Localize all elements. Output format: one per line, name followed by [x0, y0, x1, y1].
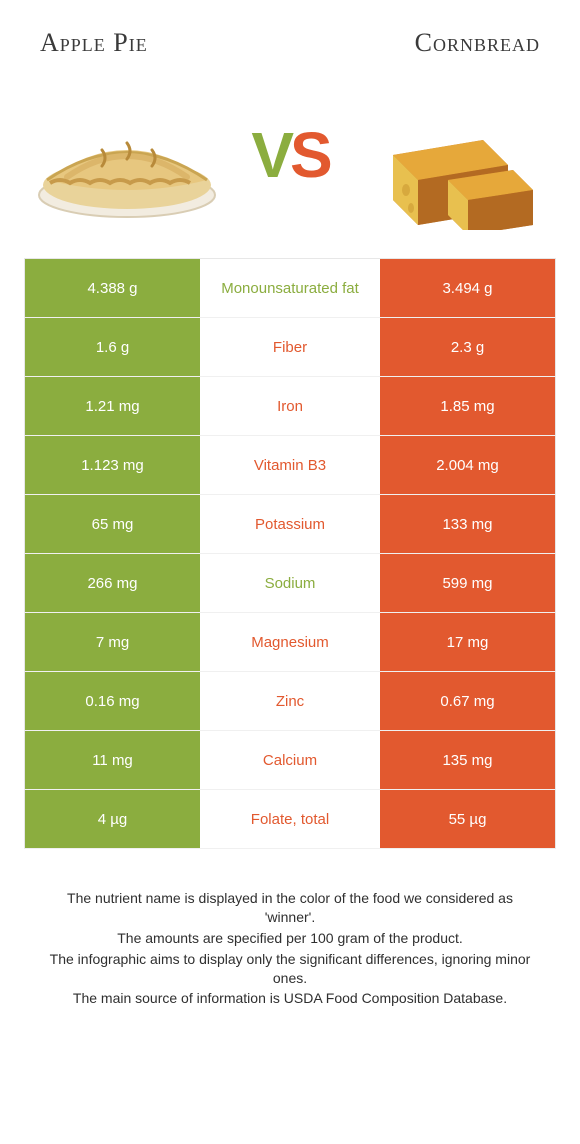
table-row: 0.16 mgZinc0.67 mg: [24, 672, 556, 731]
left-value-cell: 65 mg: [25, 495, 200, 553]
left-value-cell: 4.388 g: [25, 259, 200, 317]
left-value-cell: 1.6 g: [25, 318, 200, 376]
table-row: 4 µgFolate, total55 µg: [24, 790, 556, 849]
vs-v: V: [251, 119, 290, 191]
left-food-title: Apple Pie: [40, 28, 148, 58]
apple-pie-image: [32, 80, 222, 230]
table-row: 1.6 gFiber2.3 g: [24, 318, 556, 377]
nutrient-label-cell: Calcium: [200, 731, 380, 789]
footnote-line: The nutrient name is displayed in the co…: [42, 889, 538, 927]
right-food-title: Cornbread: [415, 28, 540, 58]
left-value-cell: 1.123 mg: [25, 436, 200, 494]
right-value-cell: 3.494 g: [380, 259, 555, 317]
left-value-cell: 1.21 mg: [25, 377, 200, 435]
right-value-cell: 133 mg: [380, 495, 555, 553]
footnote-line: The main source of information is USDA F…: [42, 989, 538, 1008]
table-row: 65 mgPotassium133 mg: [24, 495, 556, 554]
left-value-cell: 11 mg: [25, 731, 200, 789]
nutrient-label-cell: Vitamin B3: [200, 436, 380, 494]
right-value-cell: 2.3 g: [380, 318, 555, 376]
right-value-cell: 2.004 mg: [380, 436, 555, 494]
vs-label: VS: [251, 118, 328, 192]
right-value-cell: 1.85 mg: [380, 377, 555, 435]
header-titles: Apple Pie Cornbread: [24, 28, 556, 80]
table-row: 4.388 gMonounsaturated fat3.494 g: [24, 259, 556, 318]
nutrient-label-cell: Monounsaturated fat: [200, 259, 380, 317]
right-value-cell: 0.67 mg: [380, 672, 555, 730]
nutrient-label-cell: Potassium: [200, 495, 380, 553]
left-value-cell: 266 mg: [25, 554, 200, 612]
nutrient-label-cell: Folate, total: [200, 790, 380, 848]
right-value-cell: 135 mg: [380, 731, 555, 789]
table-row: 11 mgCalcium135 mg: [24, 731, 556, 790]
right-value-cell: 17 mg: [380, 613, 555, 671]
footnotes: The nutrient name is displayed in the co…: [24, 849, 556, 1008]
left-value-cell: 7 mg: [25, 613, 200, 671]
footnote-line: The amounts are specified per 100 gram o…: [42, 929, 538, 948]
right-value-cell: 599 mg: [380, 554, 555, 612]
nutrient-label-cell: Iron: [200, 377, 380, 435]
table-row: 1.123 mgVitamin B32.004 mg: [24, 436, 556, 495]
nutrient-label-cell: Zinc: [200, 672, 380, 730]
comparison-table: 4.388 gMonounsaturated fat3.494 g1.6 gFi…: [24, 258, 556, 849]
table-row: 7 mgMagnesium17 mg: [24, 613, 556, 672]
cornbread-image: [358, 80, 548, 230]
right-value-cell: 55 µg: [380, 790, 555, 848]
table-row: 266 mgSodium599 mg: [24, 554, 556, 613]
footnote-line: The infographic aims to display only the…: [42, 950, 538, 988]
left-value-cell: 0.16 mg: [25, 672, 200, 730]
nutrient-label-cell: Fiber: [200, 318, 380, 376]
hero-row: VS: [24, 80, 556, 258]
table-row: 1.21 mgIron1.85 mg: [24, 377, 556, 436]
vs-s: S: [290, 119, 329, 191]
left-value-cell: 4 µg: [25, 790, 200, 848]
nutrient-label-cell: Sodium: [200, 554, 380, 612]
nutrient-label-cell: Magnesium: [200, 613, 380, 671]
